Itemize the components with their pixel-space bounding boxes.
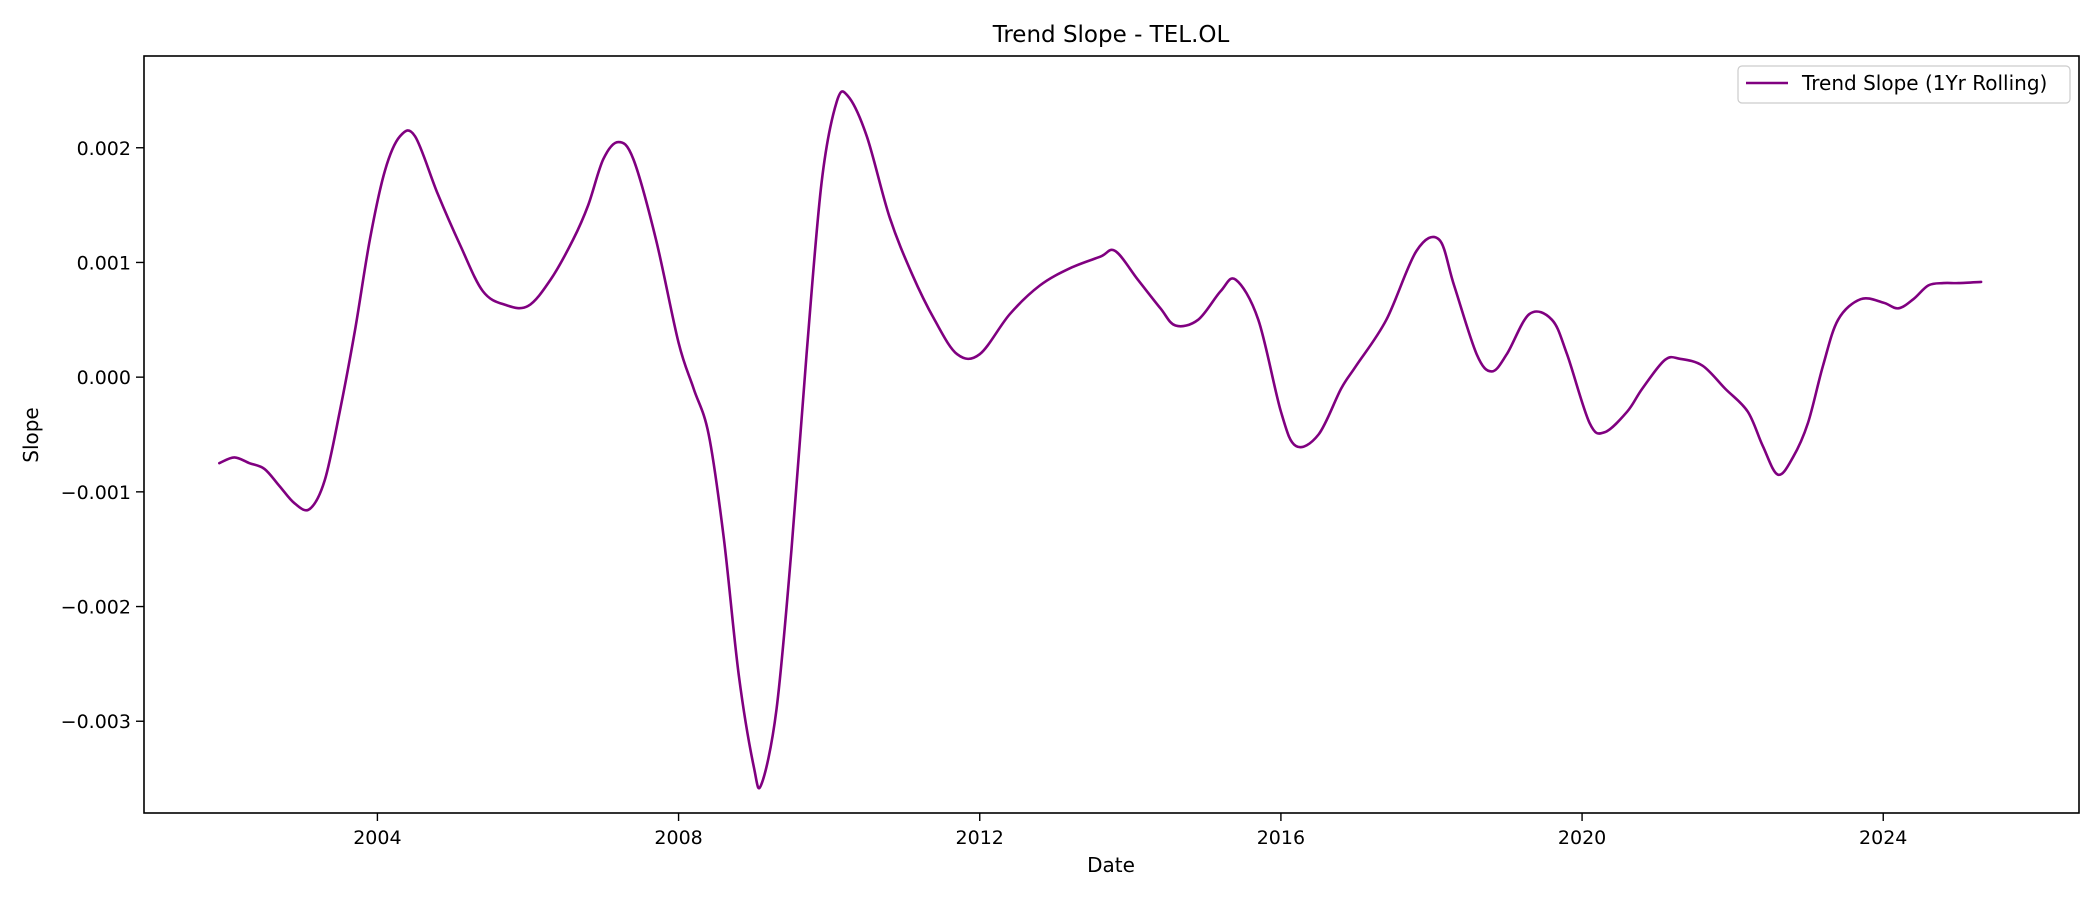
y-tick-label: 0.001 — [77, 252, 131, 274]
x-axis-label: Date — [1087, 853, 1135, 877]
y-tick-label: −0.001 — [61, 482, 131, 504]
y-tick-label: 0.002 — [77, 138, 131, 160]
x-tick-label: 2004 — [353, 827, 401, 849]
plot-area: 2004 2008 2012 2016 2020 2024 −0.003−0.002−0.… — [61, 55, 2080, 849]
y-tick-label: −0.002 — [61, 597, 131, 619]
legend: Trend Slope (1Yr Rolling) — [1737, 65, 2071, 104]
series-layer — [217, 90, 1983, 790]
x-tick-label: 2016 — [1257, 827, 1305, 849]
series-line-trend-slope — [217, 90, 1983, 790]
y-axis: −0.003 −0.002 −0.001 0.000 0.001 0.002 — [61, 138, 144, 733]
chart-title: Trend Slope - TEL.OL — [992, 22, 1230, 48]
x-tick-label: 2008 — [654, 827, 702, 849]
y-tick-label: −0.003 — [61, 711, 131, 733]
x-tick-label: 2020 — [1558, 827, 1606, 849]
x-tick-label: 2024 — [1859, 827, 1907, 849]
plot-frame — [143, 55, 2080, 814]
x-tick-label: 2012 — [956, 827, 1004, 849]
y-tick-label: 0.000 — [77, 367, 131, 389]
y-axis-label: Slope — [19, 407, 43, 463]
legend-box — [1737, 65, 2071, 104]
legend-label: Trend Slope (1Yr Rolling) — [1801, 71, 2047, 95]
x-axis: 2004 2008 2012 2016 2020 2024 — [353, 813, 1907, 849]
